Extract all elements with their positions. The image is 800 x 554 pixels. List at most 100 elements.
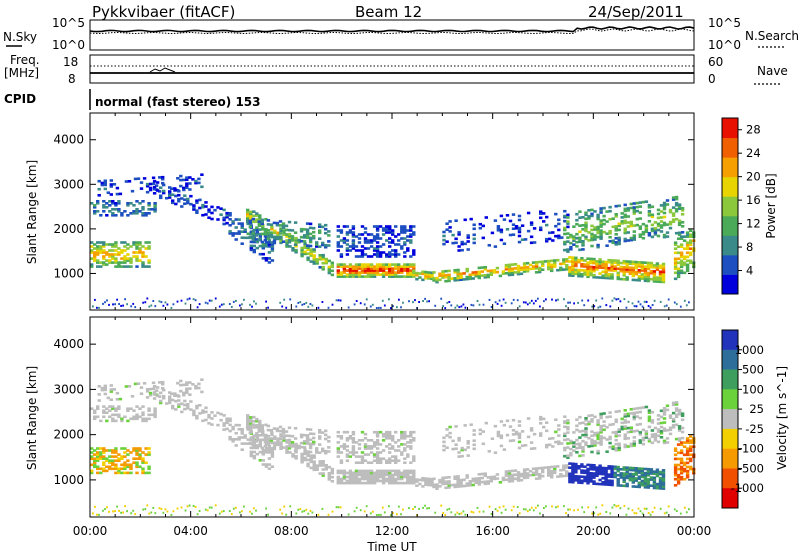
power-cell (200, 173, 204, 176)
power-cell (477, 272, 481, 276)
power-cell (141, 251, 145, 254)
velocity-cell (650, 433, 655, 436)
power-cell (363, 253, 368, 256)
velocity-cell (126, 465, 130, 469)
velocity-cell (604, 471, 608, 474)
power-cell (647, 210, 652, 213)
velocity-cell (484, 421, 488, 425)
power-cell (312, 256, 316, 259)
power-cell (397, 267, 401, 270)
power-cell (643, 267, 648, 270)
velocity-cell (483, 474, 487, 477)
power-cell (327, 267, 331, 271)
velocity-cell (369, 473, 374, 477)
velocity-cell (267, 445, 272, 448)
power-noise-cell (396, 306, 398, 309)
power-cell (412, 233, 416, 236)
power-cell (471, 277, 475, 280)
velocity-cell (477, 481, 481, 484)
power-cell (129, 212, 133, 215)
power-noise-cell (502, 298, 505, 301)
velocity-noise-cell (663, 512, 666, 515)
velocity-cell (647, 417, 652, 421)
velocity-cell (575, 442, 579, 446)
velocity-noise-cell (478, 510, 481, 513)
velocity-cell (435, 487, 439, 490)
velocity-cell (658, 483, 663, 486)
velocity-cell (604, 475, 608, 478)
power-cell (638, 233, 642, 236)
power-noise-cell (249, 303, 251, 306)
velocity-cell (578, 442, 582, 445)
velocity-cell (246, 418, 250, 421)
power-cell (638, 217, 642, 220)
velocity-cell (255, 436, 259, 440)
velocity-cell (655, 472, 660, 476)
velocity-noise-cell (390, 514, 392, 517)
power-cell (469, 217, 473, 221)
velocity-cell (285, 449, 289, 452)
velocity-cell (366, 439, 371, 442)
velocity-cell (96, 455, 100, 458)
velocity-cell (290, 445, 295, 448)
power-cell (456, 272, 460, 276)
velocity-cell (680, 426, 685, 430)
velocity-cell (330, 471, 334, 475)
power-noise-cell (605, 304, 608, 307)
velocity-cell (111, 463, 115, 467)
velocity-cell (299, 441, 304, 445)
power-cell (553, 259, 557, 262)
power-cell (339, 273, 344, 276)
velocity-cell (563, 420, 567, 423)
velocity-cell (269, 439, 274, 442)
power-cell (661, 276, 666, 280)
power-cell (638, 205, 642, 208)
power-cell (628, 262, 632, 265)
velocity-cell (106, 396, 110, 400)
power-cell (628, 268, 632, 271)
velocity-cell (372, 475, 377, 479)
velocity-noise-cell (166, 510, 169, 513)
power-cell (375, 235, 380, 238)
velocity-cell (563, 425, 567, 429)
velocity-cell (369, 481, 374, 485)
power-cell (589, 257, 593, 261)
velocity-cell (599, 431, 603, 434)
velocity-cell (345, 430, 350, 434)
power-cell (445, 240, 449, 243)
velocity-cell (270, 433, 274, 437)
velocity-noise-cell (504, 508, 507, 511)
power-cell (634, 262, 638, 266)
velocity-cell (378, 451, 383, 454)
velocity-cell (676, 451, 681, 455)
velocity-cell (388, 461, 392, 464)
velocity-cell (647, 409, 652, 412)
velocity-cell (457, 436, 461, 440)
velocity-cell (541, 466, 545, 470)
velocity-cell (192, 411, 196, 415)
power-cell (243, 228, 247, 231)
velocity-cell (189, 400, 193, 403)
power-cell (403, 225, 407, 228)
power-cell (109, 193, 113, 196)
power-cell (674, 209, 679, 213)
power-cell (560, 236, 564, 239)
velocity-cell (626, 445, 630, 448)
power-cell (658, 266, 663, 270)
power-noise-cell (494, 301, 497, 304)
velocity-cell (659, 415, 664, 419)
power-cell (351, 273, 356, 276)
velocity-cell (493, 424, 498, 428)
velocity-cell (385, 469, 389, 473)
power-cell (281, 222, 286, 225)
power-cell (357, 273, 362, 276)
power-cell (463, 242, 467, 246)
velocity-cell (197, 386, 201, 390)
velocity-cell (141, 457, 145, 460)
power-cell (592, 265, 596, 269)
velocity-cell (403, 447, 407, 450)
power-cell (619, 277, 623, 281)
power-cell (614, 204, 618, 208)
velocity-cell (641, 428, 646, 432)
power-cell (336, 269, 340, 272)
